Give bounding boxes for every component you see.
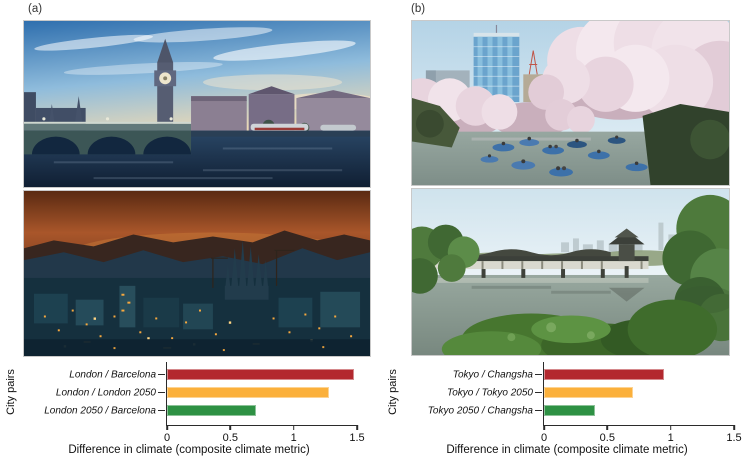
x-axis-tick-label: 1 xyxy=(667,432,674,444)
panel-b: (b) xyxy=(378,0,756,469)
bar-label: London 2050 / Barcelona xyxy=(44,405,156,416)
panel-a: (a) xyxy=(5,3,371,456)
x-axis-label: Difference in climate (composite climate… xyxy=(446,444,688,456)
bar-chart-a: London / Barcelona London / London 2050 … xyxy=(44,362,365,444)
bar-label: London / London 2050 xyxy=(55,387,156,398)
x-axis-tick xyxy=(543,425,545,430)
bar-label: Tokyo 2050 / Changsha xyxy=(427,405,533,416)
y-axis-tick xyxy=(158,409,166,412)
bar-row: London / London 2050 xyxy=(56,387,357,398)
x-axis-tick xyxy=(166,425,168,430)
bar-label: London / Barcelona xyxy=(69,369,156,380)
barcelona-photo xyxy=(23,190,371,357)
changsha-photo xyxy=(411,188,730,356)
x-axis-ticks: 0 0.5 1 1.5 xyxy=(164,362,365,444)
bar-tokyo-tokyo2050 xyxy=(544,387,633,398)
x-axis-tick-label: 0.5 xyxy=(222,432,238,444)
x-axis-tick-label: 1 xyxy=(290,432,297,444)
x-axis-tick-label: 0 xyxy=(163,432,171,444)
x-axis-tick-label: 1.5 xyxy=(349,432,365,444)
bar-london-barcelona xyxy=(167,369,355,380)
x-axis-tick xyxy=(229,425,232,430)
x-axis-tick xyxy=(733,425,735,430)
x-axis-label: Difference in climate (composite climate… xyxy=(68,444,310,456)
changsha-photo-illustration xyxy=(412,189,729,355)
bar-row: London / Barcelona xyxy=(69,369,357,380)
x-axis-tick xyxy=(669,425,672,430)
london-photo-illustration xyxy=(24,21,370,187)
y-axis-tick xyxy=(535,391,543,394)
x-axis-tick-label: 0 xyxy=(540,432,548,444)
panel-a-label: (a) xyxy=(28,3,43,15)
bar-tokyo2050-changsha xyxy=(544,405,595,416)
london-photo xyxy=(23,20,371,188)
y-axis-tick xyxy=(535,373,543,376)
bar-label: Tokyo / Changsha xyxy=(452,369,533,380)
x-axis-tick-label: 0.5 xyxy=(599,432,615,444)
bar-label: Tokyo / Tokyo 2050 xyxy=(447,387,533,398)
bar-tokyo-changsha xyxy=(544,369,665,380)
panel-b-label: (b) xyxy=(411,3,426,15)
y-axis-tick xyxy=(158,373,166,376)
x-axis-tick xyxy=(356,425,358,430)
tokyo-photo-illustration xyxy=(412,21,729,185)
rowing-boats xyxy=(480,135,648,177)
x-axis-tick xyxy=(292,425,295,430)
bar-london2050-barcelona xyxy=(167,405,256,416)
bar-london-london2050 xyxy=(167,387,330,398)
x-axis-tick-label: 1.5 xyxy=(726,432,742,444)
y-axis-tick xyxy=(158,391,166,394)
bar-row: London 2050 / Barcelona xyxy=(44,405,357,416)
bar-row: Tokyo 2050 / Changsha xyxy=(428,405,734,416)
bar-row: Tokyo / Tokyo 2050 xyxy=(447,387,734,398)
bar-row: Tokyo / Changsha xyxy=(453,369,734,380)
x-axis-ticks: 0 0.5 1 1.5 xyxy=(541,362,742,444)
y-axis-label: City pairs xyxy=(387,369,399,415)
bar-chart-b: Tokyo / Changsha Tokyo / Tokyo 2050 Toky… xyxy=(428,362,742,444)
barcelona-photo-illustration xyxy=(24,191,370,356)
y-axis-label: City pairs xyxy=(5,369,17,415)
tokyo-photo xyxy=(411,20,730,186)
x-axis-tick xyxy=(606,425,609,430)
y-axis-tick xyxy=(535,409,543,412)
